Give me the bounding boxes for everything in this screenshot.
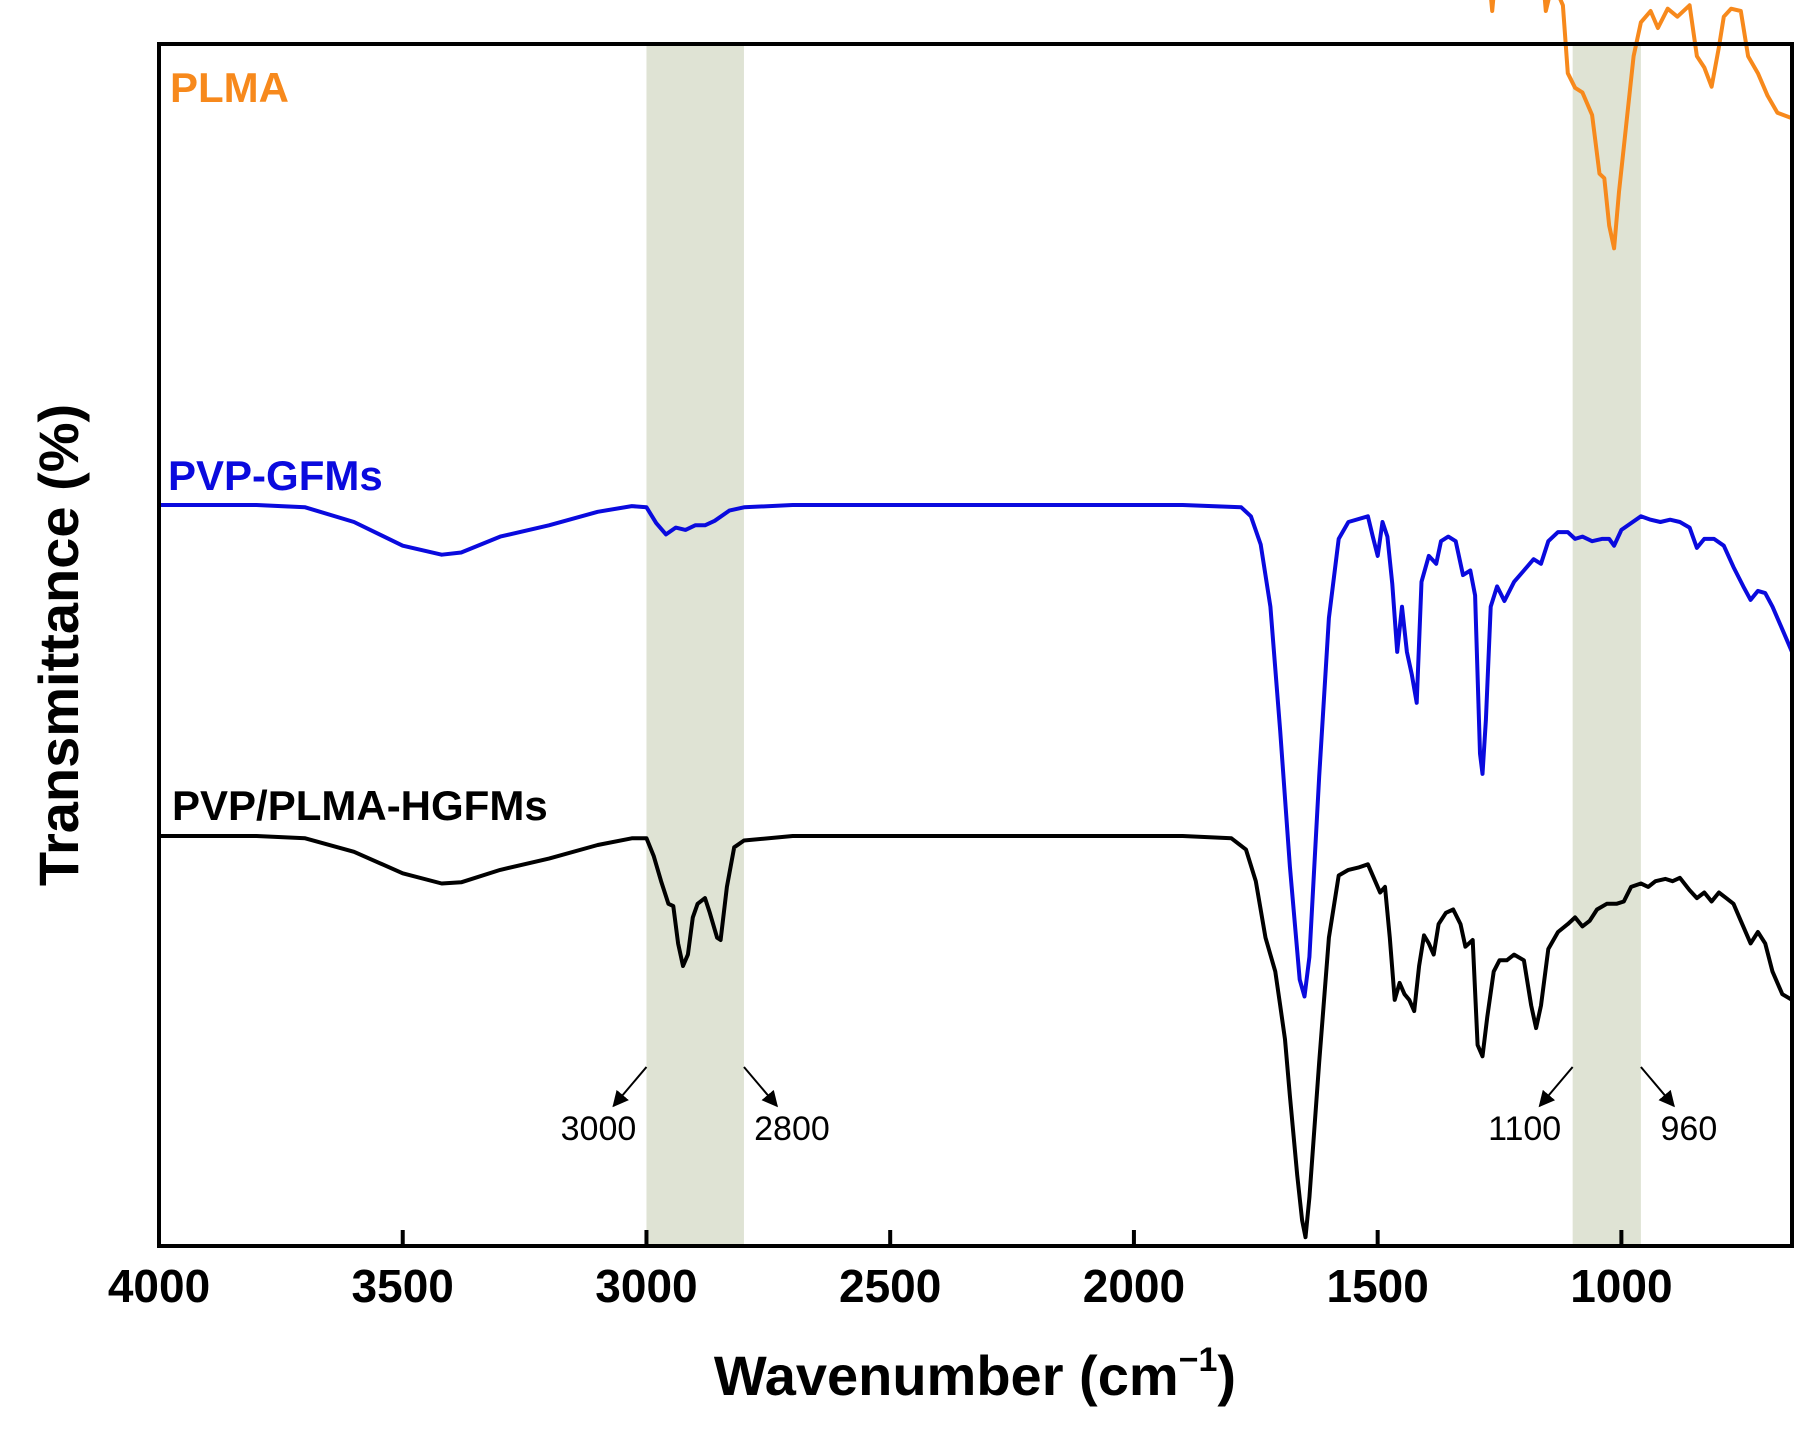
x-axis-ticks: 4000 3500 3000 2500 2000 1500 1000: [108, 1230, 1673, 1312]
annotation-label-2800: 2800: [754, 1110, 830, 1148]
y-axis-title: Transmittance (%): [27, 404, 90, 886]
shaded-band-1: [1572, 44, 1641, 1246]
x-tick-label-4000: 4000: [108, 1260, 210, 1312]
x-tick-label-3000: 3000: [595, 1260, 697, 1312]
shaded-bands: [646, 44, 1641, 1246]
series-label-pvp-gfms: PVP-GFMs: [168, 452, 383, 499]
x-tick-label-1500: 1500: [1326, 1260, 1428, 1312]
series-lines: [159, 0, 1794, 1240]
shaded-band-0: [646, 44, 744, 1246]
x-axis-title-main: Wavenumber (cm: [714, 1344, 1179, 1407]
annotation-label-3000: 3000: [561, 1110, 637, 1148]
x-axis-title-end: ): [1217, 1344, 1236, 1407]
series-line-pvp-plma-hgfms: [159, 834, 1794, 1240]
x-tick-label-1000: 1000: [1570, 1260, 1672, 1312]
x-axis-title: Wavenumber (cm−1): [714, 1341, 1236, 1407]
band-annotations: 3000 2800 1100 960: [561, 1066, 1718, 1148]
series-label-pvp-plma-hgfms: PVP/PLMA-HGFMs: [172, 782, 548, 829]
annotation-label-1100: 1100: [1488, 1110, 1561, 1148]
series-line-plma: [1489, 0, 1793, 251]
annotation-arrow-1100: [1538, 1066, 1574, 1108]
x-tick-label-3500: 3500: [352, 1260, 454, 1312]
x-tick-label-2500: 2500: [839, 1260, 941, 1312]
annotation-arrow-3000: [612, 1066, 648, 1108]
series-line-pvp-gfms: [159, 503, 1794, 999]
x-axis-title-sup: −1: [1179, 1341, 1218, 1379]
series-label-plma: PLMA: [170, 64, 289, 111]
annotation-arrow-960: [1640, 1066, 1675, 1108]
x-tick-label-2000: 2000: [1083, 1260, 1185, 1312]
plot-frame: [157, 42, 1794, 1248]
annotation-label-960: 960: [1661, 1110, 1718, 1148]
annotation-arrow-2800: [743, 1066, 778, 1108]
